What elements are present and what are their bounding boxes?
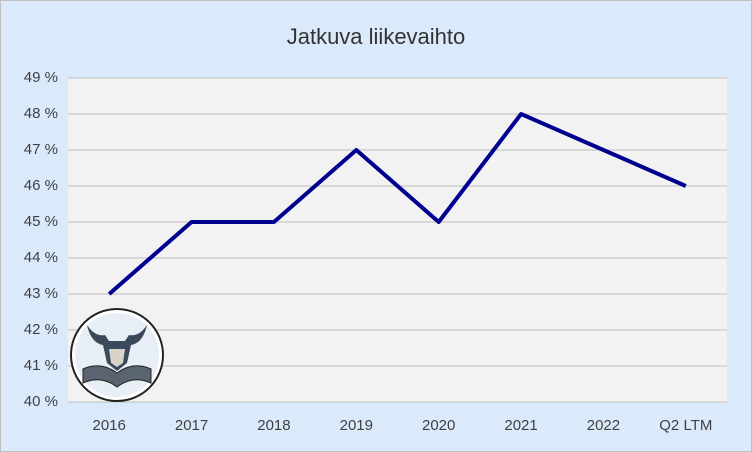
marks <box>107 112 687 296</box>
x-tick-label: 2017 <box>175 417 208 434</box>
y-tick-label: 46 % <box>24 177 58 194</box>
x-tick-label: 2018 <box>257 417 290 434</box>
x-tick-label: 2019 <box>340 417 373 434</box>
grid: 40 % 41 % 42 % 43 % 44 % 45 % 46 % 47 % 48 % 49 %… <box>24 69 727 434</box>
y-tick-label: 49 % <box>24 69 58 86</box>
x-tick-label: 2021 <box>504 417 537 434</box>
chart-title: Jatkuva liikevaihto <box>287 24 466 49</box>
data-line <box>107 112 687 296</box>
y-tick-label: 40 % <box>24 393 58 410</box>
y-tick-label: 48 % <box>24 105 58 122</box>
x-tick-label: Q2 LTM <box>659 417 712 434</box>
x-tick-label: 2016 <box>93 417 126 434</box>
x-tick-label: 2020 <box>422 417 455 434</box>
y-tick-label: 41 % <box>24 357 58 374</box>
x-tick-label: 2022 <box>587 417 620 434</box>
logo <box>70 308 164 402</box>
y-tick-label: 42 % <box>24 321 58 338</box>
y-tick-label: 44 % <box>24 249 58 266</box>
plot-area <box>68 78 727 402</box>
y-tick-label: 45 % <box>24 213 58 230</box>
y-tick-label: 47 % <box>24 141 58 158</box>
y-tick-label: 43 % <box>24 285 58 302</box>
